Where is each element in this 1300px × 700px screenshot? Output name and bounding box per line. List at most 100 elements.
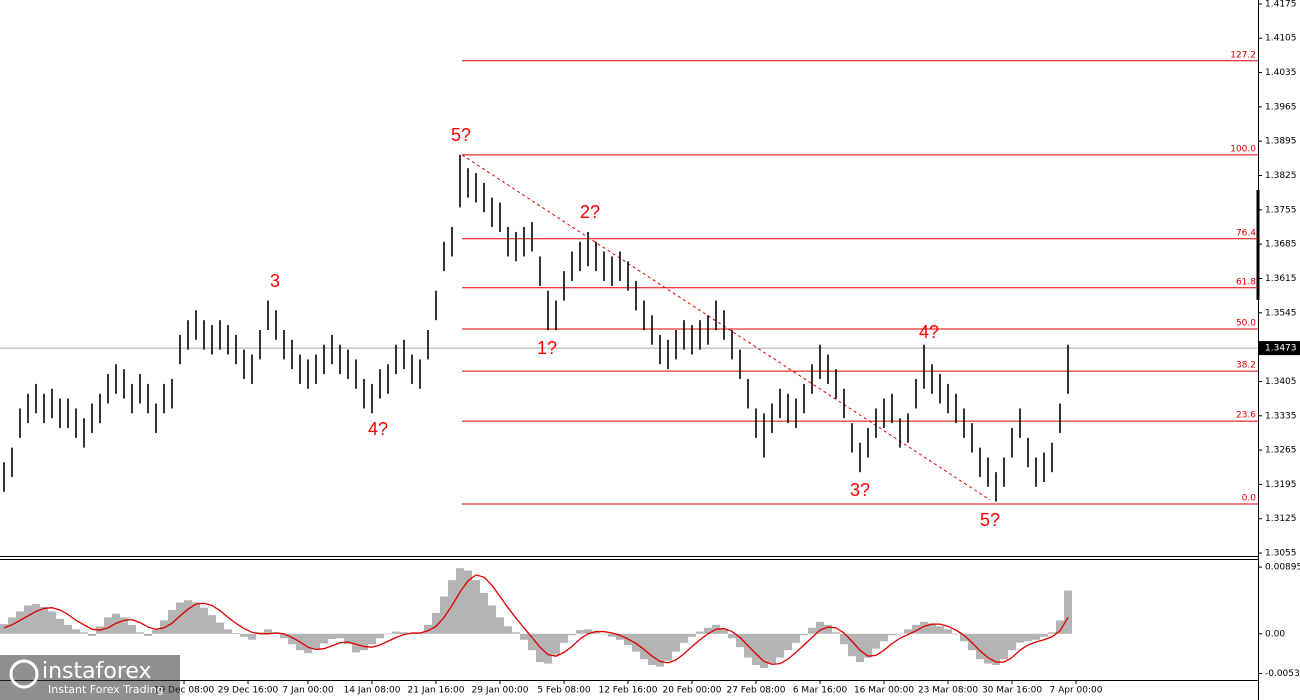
histogram-bar [976,633,984,660]
histogram-bar [1048,632,1056,634]
histogram-bar [576,630,584,634]
histogram-bar [24,605,32,634]
histogram-bar [616,633,624,640]
histogram-bar [392,631,400,634]
y-tick-label: 1.4175 [1265,0,1297,9]
y-tick-label: 1.4035 [1265,68,1297,78]
x-tick-label: 20 Feb 00:00 [662,686,721,696]
histogram-bar [648,633,656,666]
histogram-bar [1056,620,1064,634]
histogram-bar [184,600,192,634]
histogram-bar [32,603,40,634]
histogram-bar [104,617,112,634]
histogram-bar [816,621,824,634]
histogram-bar [880,633,888,642]
histogram-bar [504,626,512,634]
histogram-bar [400,632,408,634]
histogram-bar [304,633,312,654]
histogram-bar [8,617,16,634]
histogram-bar [520,633,528,640]
histogram-bar [168,609,176,634]
histogram-bar [48,611,56,634]
histogram-bar [768,633,776,664]
histogram-bar [552,633,560,655]
x-tick-label: 16 Mar 00:00 [854,686,914,696]
y-tick-label: 1.3545 [1265,308,1297,318]
y-tick-label: 1.4105 [1265,34,1297,44]
histogram-bar [1032,633,1040,640]
histogram-bar [80,632,88,634]
histogram-bar [592,631,600,634]
x-tick-label: 29 Jan 00:00 [472,686,529,696]
histogram-bar [136,632,144,634]
y-tick-label: 0.00 [1265,629,1285,639]
histogram-bar [280,633,288,639]
histogram-bar [376,633,384,639]
histogram-bar [888,633,896,636]
histogram-bar [656,633,664,667]
histogram-bar [1000,633,1008,660]
histogram-bar [848,633,856,657]
x-tick-label: 6 Mar 16:00 [793,686,848,696]
histogram-bar [368,633,376,645]
histogram-bar [424,624,432,634]
histogram-bar [584,629,592,634]
x-tick-label: 21 Jan 16:00 [408,686,465,696]
histogram-bar [864,633,872,658]
histogram-bar [232,633,240,634]
histogram-bar [608,633,616,637]
histogram-bar [1040,633,1048,637]
histogram-bar [664,633,672,661]
x-tick-label: 7 Jan 00:00 [282,686,334,696]
histogram-bar [216,622,224,634]
x-tick-label: 27 Feb 08:00 [726,686,785,696]
histogram-bar [344,633,352,645]
histogram-bar [360,633,368,651]
y-tick-label: 1.3055 [1265,549,1297,559]
fib-level-label: 0.0 [1242,494,1257,504]
histogram-bar [312,633,320,649]
y-tick-label: 1.3195 [1265,480,1297,490]
histogram-bar [40,606,48,634]
histogram-bar [176,602,184,634]
histogram-bar [672,633,680,652]
histogram-bar [208,615,216,634]
histogram-bar [248,633,256,640]
histogram-bar [952,633,960,635]
histogram-bar [264,629,272,634]
histogram-bar [440,596,448,634]
signal-line [3,574,1069,666]
y-tick-label: -0.00534 [1265,669,1300,679]
histogram-bar [448,580,456,634]
histogram-bar [752,633,760,666]
histogram-bar [808,627,816,634]
y-tick-label: 1.3755 [1265,205,1297,215]
histogram-bar [384,633,392,635]
histogram-bar [320,633,328,644]
wave-label: 4? [368,419,388,439]
x-tick-label: 7 Apr 00:00 [1050,686,1103,696]
y-tick-label: 1.3965 [1265,102,1297,112]
y-tick-label: 1.3895 [1265,137,1297,147]
wave-label: 4? [919,322,939,342]
histogram-bar [720,629,728,634]
fib-level-label: 38.2 [1236,361,1256,371]
histogram-bar [464,570,472,634]
wave-label: 2? [580,202,600,222]
histogram-bar [784,633,792,651]
histogram-bar [408,633,416,635]
histogram-bar [736,633,744,648]
histogram-bar [456,568,464,634]
histogram-bar [432,612,440,634]
histogram-bar [480,592,488,634]
x-tick-label: 12 Feb 16:00 [598,686,657,696]
current-price-label: 1.3473 [1265,344,1297,354]
watermark-tagline: Instant Forex Trading [48,683,164,696]
histogram-bar [152,630,160,634]
x-tick-label: 29 Dec 16:00 [218,686,279,696]
y-tick-label: 1.3405 [1265,377,1297,387]
histogram-bar [72,629,80,634]
histogram-bar [240,633,248,637]
histogram-bar [144,633,152,637]
histogram-bar [688,633,696,637]
